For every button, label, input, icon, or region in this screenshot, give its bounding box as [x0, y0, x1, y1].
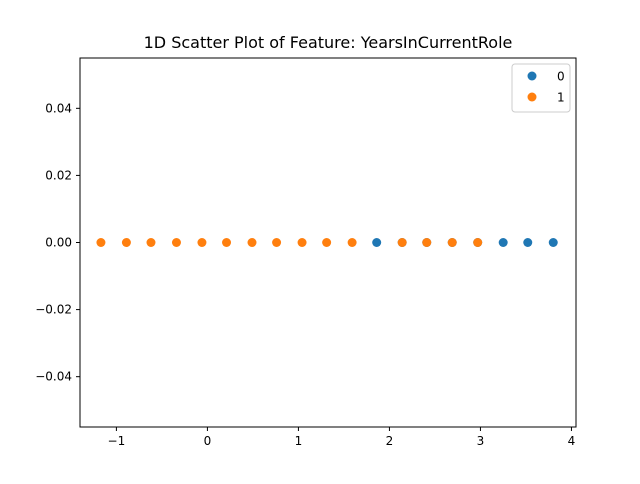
data-point — [121, 238, 131, 247]
data-point — [171, 238, 181, 247]
data-point — [473, 238, 483, 247]
x-tick-label: 2 — [386, 434, 394, 448]
data-point — [447, 238, 457, 247]
plot-marks — [96, 238, 558, 247]
legend-marker — [527, 92, 537, 102]
legend-label: 0 — [557, 70, 565, 84]
x-tick-label: 0 — [204, 434, 212, 448]
y-tick-label: 0.02 — [45, 168, 72, 182]
y-tick-label: 0.04 — [45, 101, 72, 115]
data-point — [297, 238, 307, 247]
legend-marker — [527, 71, 537, 81]
data-point — [272, 238, 282, 247]
x-axis: −1 0 1 2 3 4 — [108, 427, 576, 448]
x-tick-label: −1 — [108, 434, 126, 448]
data-point — [523, 238, 533, 247]
x-tick-label: 4 — [568, 434, 576, 448]
data-point — [397, 238, 407, 247]
chart-title: 1D Scatter Plot of Feature: YearsInCurre… — [144, 33, 513, 52]
data-point — [96, 238, 106, 247]
y-axis: 0.04 0.02 0.00 −0.02 −0.04 — [35, 101, 80, 384]
x-tick-label: 3 — [477, 434, 485, 448]
data-point — [146, 238, 156, 247]
x-tick-label: 1 — [295, 434, 303, 448]
data-point — [247, 238, 257, 247]
series-1 — [96, 238, 483, 247]
y-tick-label: −0.04 — [35, 370, 72, 384]
y-tick-label: −0.02 — [35, 303, 72, 317]
data-point — [498, 238, 508, 247]
data-point — [222, 238, 232, 247]
y-tick-label: 0.00 — [45, 236, 72, 250]
legend: 01 — [511, 63, 571, 113]
legend-box — [511, 63, 571, 113]
legend-label: 1 — [557, 91, 565, 105]
data-point — [347, 238, 357, 247]
data-point — [422, 238, 432, 247]
data-point — [372, 238, 382, 247]
data-point — [548, 238, 558, 247]
data-point — [322, 238, 332, 247]
data-point — [197, 238, 207, 247]
